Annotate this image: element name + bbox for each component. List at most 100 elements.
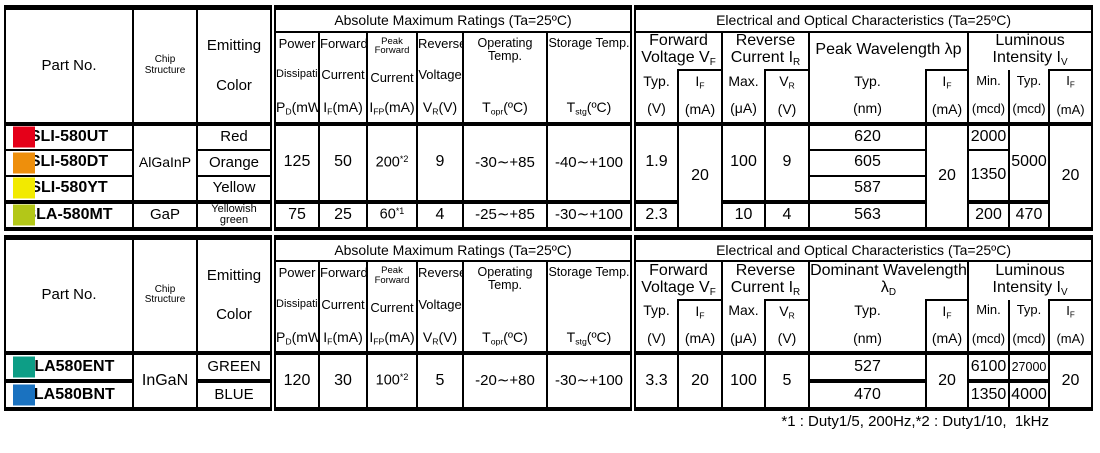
wavelength-value: 563	[808, 199, 927, 230]
stg-line1: Storage Temp.	[548, 35, 630, 50]
power-dissipation-value: 120	[270, 351, 320, 411]
power-symbol: PD(mW)	[276, 98, 317, 117]
fv-typ-unit: (V)	[647, 100, 666, 117]
operating-temp-value: -25∼+85	[462, 199, 548, 230]
subcol-rc-max: Max. (μA)	[721, 70, 766, 125]
led-table-top: Part No. Chip Structure Emitting Color A…	[4, 5, 1094, 231]
rc-vr-label: VR	[779, 302, 795, 321]
col-power-dissipation: Power Dissipation PD(mW)	[270, 260, 320, 355]
emitting-color-cell: Red	[196, 121, 274, 151]
li-if-label: IF	[1066, 302, 1075, 320]
subcol-wl-if: IF (mA)	[925, 298, 969, 355]
group-forward-voltage: Forward Voltage VF	[630, 260, 723, 300]
part-number: SLI-580UT	[29, 127, 109, 145]
peak-forward-current-value: 60*1	[366, 199, 418, 230]
col-forward-current: Forward Current IF(mA)	[318, 260, 368, 355]
rc-max-value: 10	[721, 199, 766, 230]
led-table-bottom: Part No. Chip Structure Emitting Color A…	[4, 234, 1094, 412]
color-label: Color	[216, 306, 252, 324]
subcol-wl-if: IF (mA)	[925, 69, 969, 125]
emitting-label: Emitting	[206, 266, 262, 284]
forward-symbol: IF(mA)	[323, 98, 363, 117]
part-number-cell: SLA580ENT	[4, 351, 134, 383]
rc-vr-unit: (V)	[777, 330, 797, 347]
li-typ-value: 470	[1008, 199, 1050, 230]
color-label: Color	[216, 76, 252, 94]
peak-line1: Peak Forward	[374, 35, 410, 57]
rc-max-unit: (μA)	[730, 100, 757, 117]
reverse-symbol: VR(V)	[422, 328, 458, 346]
storage-temp-value: -30∼+100	[546, 351, 634, 411]
li-min-label: Min.	[976, 302, 1001, 318]
li-if-value: 20	[1047, 121, 1094, 230]
part-number-cell: SLI-580YT	[4, 174, 134, 203]
peak-forward-current-value: 100*2	[366, 351, 418, 411]
li-typ-value: 5000	[1008, 121, 1050, 203]
emitting-color-cell: GREEN	[196, 351, 274, 383]
col-power-dissipation: Power Dissipation PD(mW)	[270, 30, 320, 125]
wl-typ-label: Typ.	[854, 302, 881, 319]
li-min-unit: (mcd)	[971, 330, 1006, 346]
eoc-title: Electrical and Optical Characteristics (…	[629, 6, 1094, 33]
emitting-label: Emitting	[206, 37, 262, 54]
opr-line1: Operating Temp.	[477, 265, 533, 293]
fv-typ-value: 2.3	[630, 199, 679, 230]
power-line1: Power	[278, 35, 316, 51]
fv-typ-value: 1.9	[630, 121, 679, 203]
peak-line2: Current	[370, 299, 414, 315]
forward-line1: Forward	[320, 265, 367, 281]
power-dissipation-value: 75	[270, 199, 320, 230]
wl-if-unit: (mA)	[931, 100, 963, 117]
peak-symbol: IFP(mA)	[369, 98, 415, 117]
rc-vr-value: 9	[764, 121, 810, 203]
forward-line2: Current	[321, 67, 365, 83]
group-luminous-intensity: Luminous Intensity IV	[966, 30, 1094, 71]
subcol-wl-typ: Typ. (nm)	[808, 70, 927, 125]
col-operating-temp: Operating Temp. Topr(ºC)	[462, 30, 548, 125]
reverse-symbol: VR(V)	[422, 98, 458, 117]
emitting-color-cell: BLUE	[196, 379, 274, 411]
opr-symbol: Topr(ºC)	[482, 98, 528, 117]
li-if-label: IF	[1066, 73, 1075, 90]
power-dissipation-value: 125	[270, 121, 320, 203]
col-forward-current: Forward Current IF(mA)	[318, 30, 368, 125]
opr-line1: Operating Temp.	[477, 35, 533, 63]
wl-if-value: 20	[925, 121, 969, 230]
power-symbol: PD(mW)	[276, 328, 317, 346]
group-dominant-wavelength: Dominant Wavelength λD	[808, 260, 969, 300]
fv-if-value: 20	[677, 351, 723, 411]
color-swatch	[13, 127, 35, 148]
chip-structure-cell: AlGaInP	[132, 121, 198, 203]
peak-symbol: IFP(mA)	[369, 328, 415, 346]
forward-current-value: 25	[318, 199, 368, 230]
color-swatch	[13, 357, 35, 378]
forward-current-value: 30	[318, 351, 368, 411]
fv-if-unit: (mA)	[684, 100, 716, 117]
rc-max-value: 100	[721, 121, 766, 203]
wl-if-unit: (mA)	[931, 330, 963, 347]
subcol-li-min: Min. (mcd)	[967, 70, 1010, 125]
li-typ-unit: (mcd)	[1012, 330, 1046, 346]
power-line1: Power	[278, 265, 316, 281]
subcol-fv-typ: Typ. (V)	[630, 70, 679, 125]
rc-vr-value: 4	[764, 199, 810, 230]
chip-structure-cell: GaP	[132, 199, 198, 230]
chip-structure-cell: InGaN	[132, 351, 198, 411]
forward-current-value: 50	[318, 121, 368, 203]
color-swatch	[13, 205, 35, 226]
subcol-rc-vr: VR (V)	[764, 298, 810, 355]
eoc-title: Electrical and Optical Characteristics (…	[629, 236, 1094, 263]
forward-line2: Current	[321, 296, 365, 312]
footnote: *1 : Duty1/5, 200Hz,*2 : Duty1/10, 1kHz	[781, 413, 1049, 431]
part-number: SLI-580YT	[30, 178, 108, 196]
operating-temp-value: -30∼+85	[462, 121, 548, 203]
reverse-line2: Voltage	[418, 296, 462, 312]
wavelength-value: 605	[808, 148, 927, 177]
fv-typ-label: Typ.	[643, 302, 670, 319]
operating-temp-value: -20∼+80	[462, 351, 548, 411]
li-if-unit: (mA)	[1056, 331, 1085, 347]
li-if-unit: (mA)	[1056, 101, 1085, 117]
forward-line1: Forward	[320, 35, 367, 51]
rc-vr-value: 5	[764, 351, 810, 411]
peak-line2: Current	[370, 70, 414, 86]
